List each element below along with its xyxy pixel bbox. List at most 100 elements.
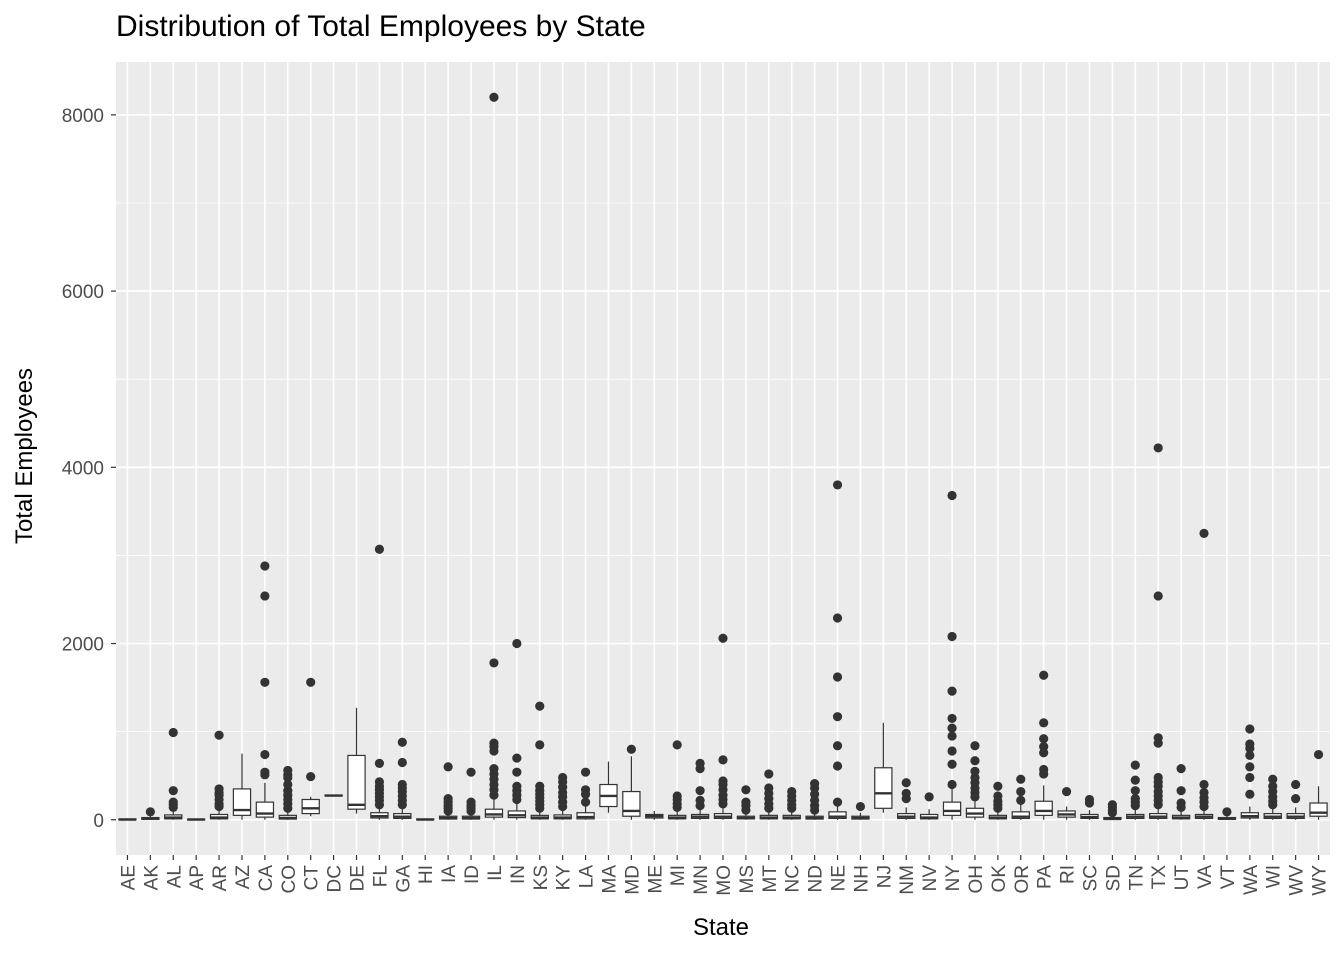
x-tick-label: AZ [233, 865, 254, 890]
outlier-point [580, 785, 591, 795]
outlier-point [580, 797, 591, 807]
outlier-point [810, 779, 820, 789]
box-nh [851, 801, 870, 820]
box-iqr [828, 811, 847, 820]
y-tick-label: 8000 [62, 106, 104, 127]
outlier-point [970, 766, 980, 776]
outlier-point [832, 761, 843, 771]
outlier-point [1199, 787, 1209, 798]
outlier-point [947, 723, 957, 733]
box-sc [1080, 794, 1099, 820]
outlier-point [1222, 807, 1232, 817]
x-tick-label: VA [1195, 865, 1216, 889]
outlier-point [718, 755, 728, 765]
x-tick-label: NC [783, 865, 804, 892]
box-sd [1103, 800, 1122, 821]
outlier-point [214, 784, 224, 794]
outlier-point [306, 771, 316, 782]
x-tick-label: RI [1058, 865, 1079, 884]
x-tick-label: WA [1241, 865, 1262, 895]
outlier-point [145, 807, 155, 817]
x-tick-label: PA [1035, 865, 1056, 889]
outlier-point [535, 740, 545, 750]
x-tick-label: DC [325, 865, 346, 892]
x-tick-label: KY [554, 865, 575, 891]
outlier-point [489, 764, 499, 774]
y-tick-label: 0 [93, 811, 104, 832]
outlier-point [374, 544, 385, 554]
outlier-point [1313, 749, 1324, 760]
box-in [507, 638, 527, 820]
box-wv [1286, 779, 1305, 820]
box-wa [1240, 724, 1260, 820]
outlier-point [672, 791, 682, 801]
outlier-point [832, 797, 843, 807]
box-ri [1057, 786, 1076, 820]
x-tick-label: OR [1012, 865, 1033, 894]
box-iqr [942, 801, 962, 816]
x-tick-label: WI [1264, 865, 1285, 888]
outlier-point [947, 631, 957, 642]
x-tick-label: UT [1172, 865, 1193, 891]
outlier-point [947, 731, 957, 741]
outlier-point [947, 779, 957, 790]
outlier-point [901, 778, 911, 788]
outlier-point [466, 797, 476, 807]
x-tick-label: KS [531, 865, 552, 890]
outlier-point [764, 783, 774, 793]
box-id [461, 767, 481, 820]
outlier-point [512, 753, 522, 763]
box-tx [1149, 443, 1168, 820]
box-iqr [255, 801, 275, 818]
y-tick-label: 6000 [62, 282, 104, 303]
x-tick-label: GA [393, 865, 414, 893]
box-iqr [576, 812, 595, 820]
x-tick-label: ND [806, 865, 827, 892]
outlier-point [626, 744, 636, 754]
x-tick-label: IL [485, 865, 506, 881]
outlier-point [1245, 762, 1255, 772]
x-tick-label: ID [462, 865, 483, 884]
box-ga [393, 737, 412, 820]
outlier-point [283, 765, 293, 776]
outlier-point [1084, 794, 1095, 805]
outlier-point [374, 777, 385, 787]
x-tick-label: MT [760, 865, 781, 893]
x-tick-label: AP [187, 865, 208, 890]
outlier-point [168, 727, 178, 738]
x-tick-label: VT [1218, 865, 1239, 890]
outlier-point [787, 786, 797, 797]
outlier-point [260, 561, 270, 571]
x-tick-label: NJ [874, 865, 895, 888]
outlier-point [1130, 794, 1140, 804]
box-fl [370, 544, 389, 820]
x-tick-label: MS [737, 865, 758, 894]
outlier-point [260, 767, 270, 777]
outlier-point [1153, 443, 1163, 453]
box-co [278, 765, 297, 820]
box-iqr [1034, 800, 1053, 816]
box-oh [965, 741, 985, 820]
box-ma [599, 761, 618, 813]
box-ms [736, 785, 756, 820]
box-tn [1126, 760, 1145, 820]
outlier-point [1199, 779, 1209, 790]
x-tick-label: OK [989, 865, 1010, 893]
outlier-point [993, 781, 1003, 791]
outlier-point [489, 738, 499, 748]
box-ne [828, 480, 847, 820]
x-tick-label: CO [279, 865, 300, 894]
outlier-point [1245, 789, 1255, 799]
outlier-point [947, 490, 957, 501]
box-ky [553, 772, 572, 820]
outlier-point [512, 781, 522, 791]
x-tick-label: MN [691, 865, 712, 895]
outlier-point [489, 92, 499, 102]
outlier-point [695, 795, 705, 805]
x-tick-label: CT [302, 865, 323, 891]
x-tick-label: CA [256, 865, 277, 892]
outlier-point [832, 480, 843, 490]
box-or [1011, 774, 1030, 820]
outlier-point [1039, 764, 1049, 775]
outlier-point [832, 741, 843, 751]
